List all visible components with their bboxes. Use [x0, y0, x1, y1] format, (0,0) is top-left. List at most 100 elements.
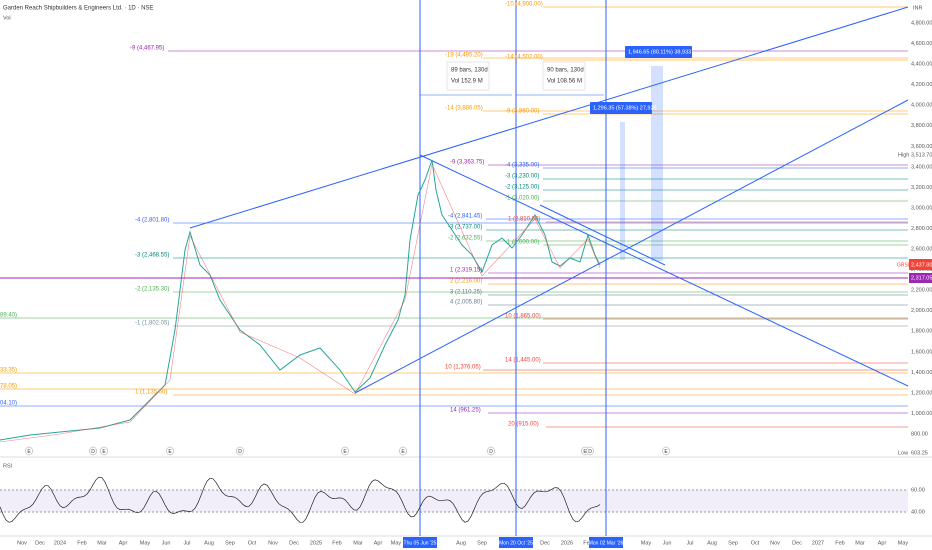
- time-tick-label: Feb: [77, 540, 86, 546]
- fib-label: -4 (2,841.45): [448, 214, 482, 220]
- time-tick-label: 2026: [561, 540, 573, 546]
- time-tick-label: Apr: [374, 540, 383, 546]
- price-tick-label: 2,600.00: [911, 247, 932, 253]
- price-tick-label: 4,000.00: [911, 103, 932, 109]
- fib-label: -10 (4,900.00): [505, 2, 543, 8]
- trend-line: [354, 99, 909, 394]
- event-letter: E: [27, 449, 31, 455]
- fib-label: 20 (915.00): [508, 422, 539, 428]
- price-tick-label: 3,000.00: [911, 205, 932, 211]
- event-icon: [25, 446, 33, 456]
- fib-label: -4 (3,335.00): [505, 163, 539, 169]
- event-icon: [586, 446, 594, 456]
- price-tick-label: 3,200.00: [911, 185, 932, 191]
- fib-label: 2 (2,216.00): [450, 279, 482, 285]
- high-value: 3,513.70: [911, 152, 932, 158]
- time-tick-label: Sep: [225, 540, 235, 546]
- time-tick-label: Apr: [878, 540, 887, 546]
- event-letter: E: [664, 449, 668, 455]
- fib-label: 10 (1,865.00): [505, 314, 541, 320]
- rsi-band: [0, 490, 908, 512]
- price-tick-label: 4,400.00: [911, 62, 932, 68]
- price-series: [0, 159, 601, 441]
- fib-label: -9 (4,467.95): [130, 46, 164, 52]
- measure-bars: 89 bars, 130d: [451, 68, 488, 74]
- price-tick-label: 4,200.00: [911, 82, 932, 88]
- fib-label: -2 (2,135.30): [135, 287, 169, 293]
- price-tick-label: 1,000.00: [911, 411, 932, 417]
- price-change-label: 1,946.65 (80.11%) 38,933: [628, 49, 691, 55]
- fib-label: 14 (1,445.00): [505, 358, 541, 364]
- price-tick-label: 2,200.00: [911, 288, 932, 294]
- last-price-box: [909, 259, 932, 270]
- time-tick-label: Feb: [583, 540, 592, 546]
- cursor-date: Thu 05 Jun '25: [404, 540, 437, 546]
- fib-label: -2 (3,125.00): [505, 185, 539, 191]
- time-tick-label: Dec: [540, 540, 550, 546]
- event-letter: E: [168, 449, 172, 455]
- fib-label: -14 (4,502.00): [505, 55, 543, 61]
- time-tick-label: Oct: [248, 540, 257, 546]
- fib-label: 04.10): [0, 401, 17, 407]
- fib-label: -2 (2,632.55): [448, 236, 482, 242]
- event-letter: E: [343, 449, 347, 455]
- second-price-box: [909, 273, 932, 283]
- price-change-box: [625, 46, 692, 58]
- event-icon: [166, 446, 174, 456]
- fib-label: -1 (2,600.00): [505, 240, 539, 246]
- low-value: 603.25: [911, 450, 928, 456]
- fib-label: 33.35): [0, 368, 17, 374]
- rsi-line: [0, 476, 601, 523]
- fib-label: -4 (2,801.80): [135, 218, 169, 224]
- event-icon: [236, 446, 244, 456]
- price-change-box: [590, 102, 652, 114]
- fib-label: 4 (2,005.80): [450, 300, 482, 306]
- rsi-level: 60.00: [911, 487, 925, 493]
- measure-bars: 90 bars, 130d: [547, 68, 584, 74]
- price-tick-label: 1,400.00: [911, 370, 932, 376]
- event-letter: E: [401, 449, 405, 455]
- time-tick-label: Oct: [751, 540, 760, 546]
- fib-label: -3 (2,468.55): [135, 253, 169, 259]
- time-tick-label: May: [391, 540, 402, 546]
- time-tick-label: Mar: [855, 540, 865, 546]
- currency: INR: [913, 5, 923, 11]
- time-tick-label: 2025: [310, 540, 322, 546]
- event-icon: [341, 446, 349, 456]
- rsi-label: RSI: [3, 463, 13, 469]
- price-tick-label: 4,800.00: [911, 20, 932, 26]
- fib-label: -1 (1,802.05): [135, 321, 169, 327]
- time-tick-label: Nov: [770, 540, 780, 546]
- fib-label: 3 (2,110.25): [450, 290, 482, 296]
- last-price: 2,437.80: [911, 262, 932, 268]
- event-icon: [100, 446, 108, 456]
- fib-label: 14 (961.25): [450, 408, 481, 414]
- event-letter: E: [583, 449, 587, 455]
- fib-label: 78.05): [0, 384, 17, 390]
- price-tick-label: 1,800.00: [911, 329, 932, 335]
- price-change-label: 1,296.35 (57.38%) 27,926: [593, 105, 657, 111]
- cursor-date: Mon 20 Oct '25: [499, 540, 533, 546]
- event-icon: [487, 446, 495, 456]
- fib-label: -9 (3,363.75): [450, 160, 484, 166]
- event-letter: D: [238, 449, 242, 455]
- time-tick-label: Aug: [707, 540, 717, 546]
- event-letter: E: [102, 449, 106, 455]
- trend-line: [539, 204, 666, 266]
- event-letter: D: [489, 449, 493, 455]
- price-tick-label: 1,600.00: [911, 349, 932, 355]
- price-tick-label: 2,400.00: [911, 267, 932, 273]
- chart-title: Garden Reach Shipbuilders & Engineers Lt…: [3, 6, 153, 12]
- fib-label: -3 (3,230.00): [505, 174, 539, 180]
- time-tick-label: May: [898, 540, 909, 546]
- second-price: 2,317.05: [911, 275, 932, 281]
- time-tick-label: Sep: [728, 540, 738, 546]
- time-tick-label: Nov: [268, 540, 278, 546]
- fib-label: -9 (3,860.00): [505, 109, 539, 115]
- fib-label: 10 (1,376.05): [445, 365, 481, 371]
- time-tick-label: Jun: [162, 540, 171, 546]
- fib-label: -14 (3,886.05): [445, 106, 483, 112]
- time-tick-label: May: [140, 540, 151, 546]
- time-tick-label: May: [641, 540, 652, 546]
